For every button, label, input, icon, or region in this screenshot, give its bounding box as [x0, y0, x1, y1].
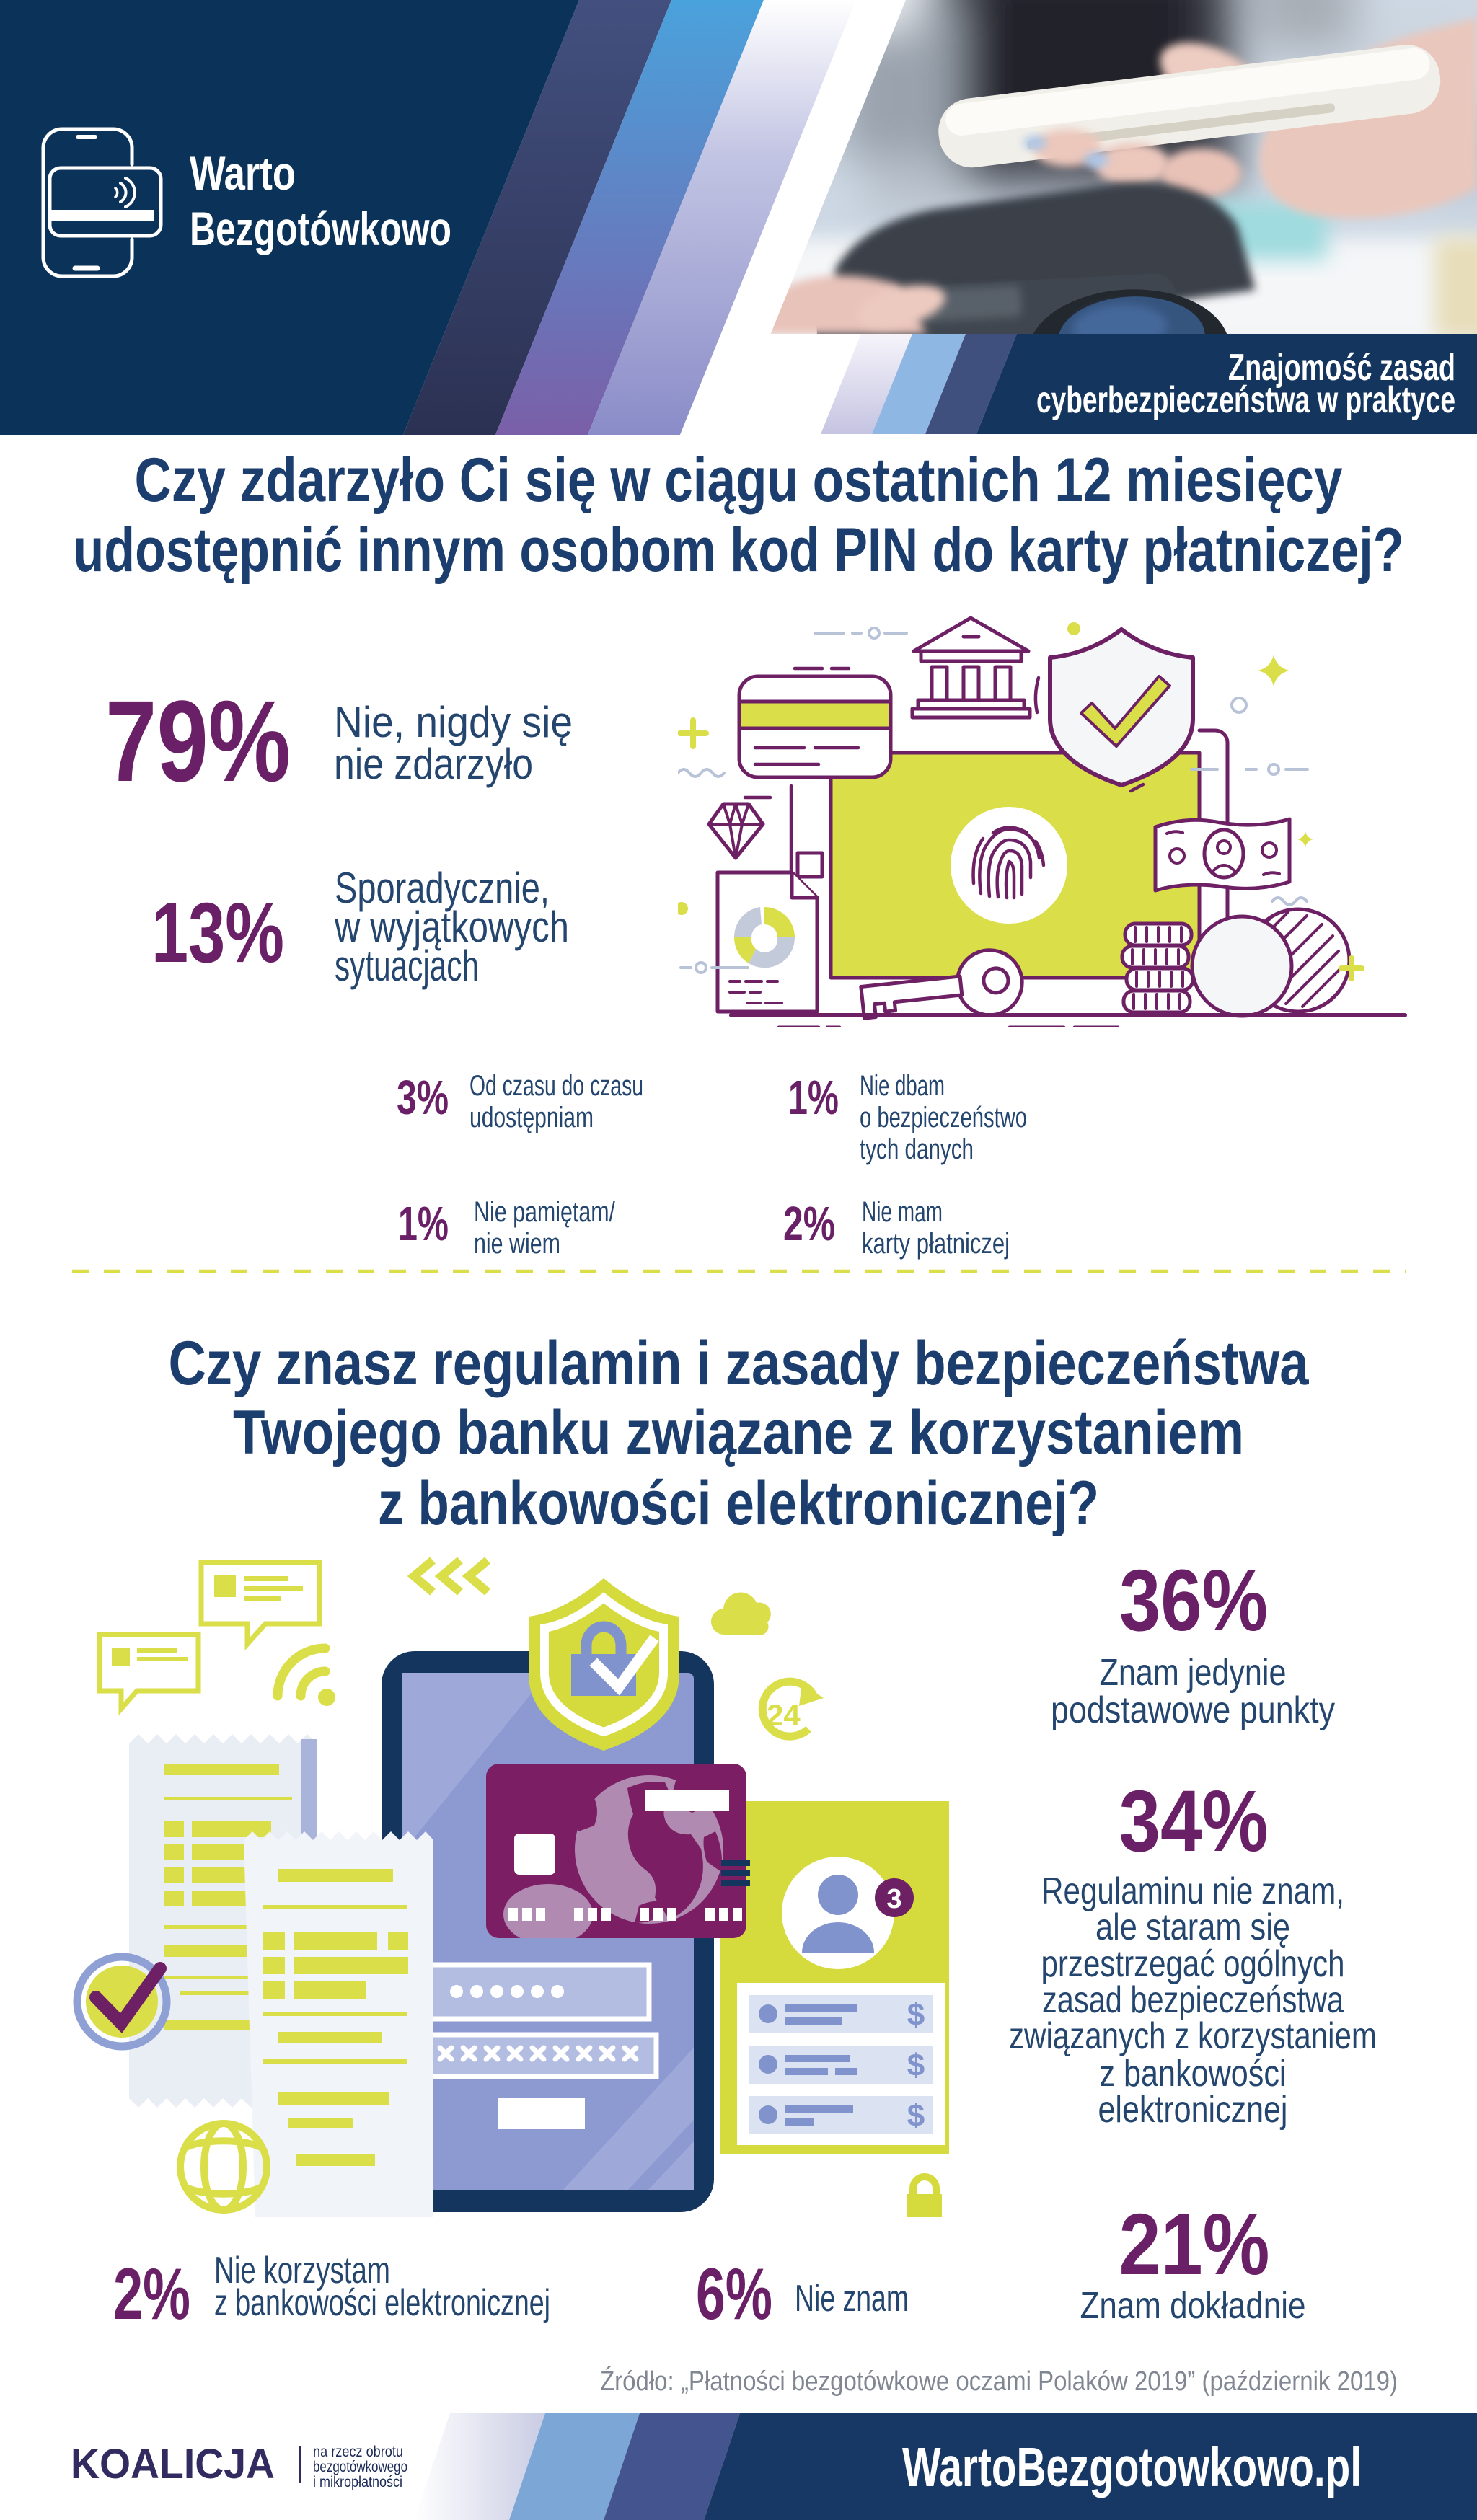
svg-text:1%: 1%: [788, 1071, 839, 1125]
svg-text:bezgotówkowego: bezgotówkowego: [313, 2459, 407, 2475]
svg-text:79%: 79%: [105, 676, 291, 805]
svg-text:Czy zdarzyło Ci się w ciągu os: Czy zdarzyło Ci się w ciągu ostatnich 12…: [135, 446, 1343, 515]
svg-text:nie wiem: nie wiem: [474, 1228, 560, 1260]
svg-text:związanych z korzystaniem: związanych z korzystaniem: [1009, 2015, 1377, 2057]
svg-text:Warto: Warto: [190, 146, 296, 200]
svg-text:$: $: [907, 1997, 925, 2033]
svg-text:cyberbezpieczeństwa w praktyce: cyberbezpieczeństwa w praktyce: [1036, 379, 1455, 421]
svg-text:Znam jedynie: Znam jedynie: [1100, 1652, 1287, 1694]
svg-text:13%: 13%: [151, 885, 284, 981]
svg-text:Nie znam: Nie znam: [795, 2278, 909, 2320]
svg-text:nie zdarzyło: nie zdarzyło: [334, 740, 533, 788]
svg-text:z bankowości: z bankowości: [1100, 2053, 1287, 2095]
svg-text:1%: 1%: [398, 1197, 449, 1251]
svg-text:21%: 21%: [1119, 2195, 1270, 2293]
svg-text:podstawowe punkty: podstawowe punkty: [1051, 1689, 1335, 1731]
svg-text:udostępniam: udostępniam: [469, 1102, 594, 1133]
svg-text:udostępnić innym osobom kod PI: udostępnić innym osobom kod PIN do karty…: [74, 516, 1404, 585]
svg-text:karty płatniczej: karty płatniczej: [862, 1228, 1010, 1260]
svg-text:Bezgotówkowo: Bezgotówkowo: [190, 202, 451, 255]
svg-text:Nie mam: Nie mam: [862, 1196, 943, 1228]
svg-text:w wyjątkowych: w wyjątkowych: [334, 903, 569, 951]
svg-text:24: 24: [767, 1698, 801, 1732]
svg-text:Nie, nigdy się: Nie, nigdy się: [334, 698, 573, 746]
svg-text:Regulaminu nie znam,: Regulaminu nie znam,: [1041, 1870, 1344, 1912]
svg-text:ale staram się: ale staram się: [1095, 1906, 1290, 1948]
svg-text:i mikropłatności: i mikropłatności: [313, 2474, 402, 2490]
svg-text:2%: 2%: [113, 2254, 190, 2335]
svg-text:$: $: [907, 2048, 925, 2083]
svg-text:Od czasu do czasu: Od czasu do czasu: [469, 1070, 643, 1102]
svg-text:Nie korzystam: Nie korzystam: [214, 2250, 390, 2291]
svg-text:2%: 2%: [783, 1197, 835, 1251]
svg-text:6%: 6%: [696, 2254, 772, 2335]
svg-text:sytuacjach: sytuacjach: [335, 942, 479, 990]
svg-text:Nie pamiętam/: Nie pamiętam/: [474, 1196, 616, 1228]
svg-text:Sporadycznie,: Sporadycznie,: [335, 864, 550, 912]
svg-text:$: $: [907, 2098, 925, 2134]
svg-text:Źródło: „Płatności bezgotówkow: Źródło: „Płatności bezgotówkowe oczami P…: [600, 2366, 1398, 2397]
svg-text:na rzecz obrotu: na rzecz obrotu: [313, 2444, 403, 2460]
svg-text:WartoBezgotowkowo.pl: WartoBezgotowkowo.pl: [902, 2436, 1362, 2498]
svg-text:elektronicznej: elektronicznej: [1098, 2089, 1288, 2131]
svg-text:Twojego banku związane z korzy: Twojego banku związane z korzystaniem: [233, 1398, 1244, 1467]
svg-text:36%: 36%: [1119, 1551, 1268, 1649]
svg-text:o bezpieczeństwo: o bezpieczeństwo: [860, 1102, 1027, 1133]
svg-text:Znam dokładnie: Znam dokładnie: [1080, 2285, 1306, 2327]
svg-text:z bankowości elektronicznej?: z bankowości elektronicznej?: [378, 1469, 1099, 1536]
svg-text:przestrzegać ogólnych: przestrzegać ogólnych: [1041, 1943, 1345, 1985]
svg-text:3%: 3%: [397, 1071, 449, 1125]
svg-text:34%: 34%: [1119, 1772, 1269, 1870]
svg-text:z bankowości elektronicznej: z bankowości elektronicznej: [214, 2282, 550, 2324]
svg-text:Nie dbam: Nie dbam: [860, 1070, 945, 1102]
svg-text:Czy znasz regulamin i zasady b: Czy znasz regulamin i zasady bezpieczeńs…: [169, 1329, 1310, 1398]
svg-text:tych danych: tych danych: [860, 1133, 974, 1165]
svg-text:zasad bezpieczeństwa: zasad bezpieczeństwa: [1042, 1979, 1344, 2021]
svg-text:KOALICJA: KOALICJA: [71, 2441, 275, 2488]
svg-text:Znajomość zasad: Znajomość zasad: [1228, 347, 1455, 389]
svg-text:3: 3: [886, 1884, 901, 1914]
